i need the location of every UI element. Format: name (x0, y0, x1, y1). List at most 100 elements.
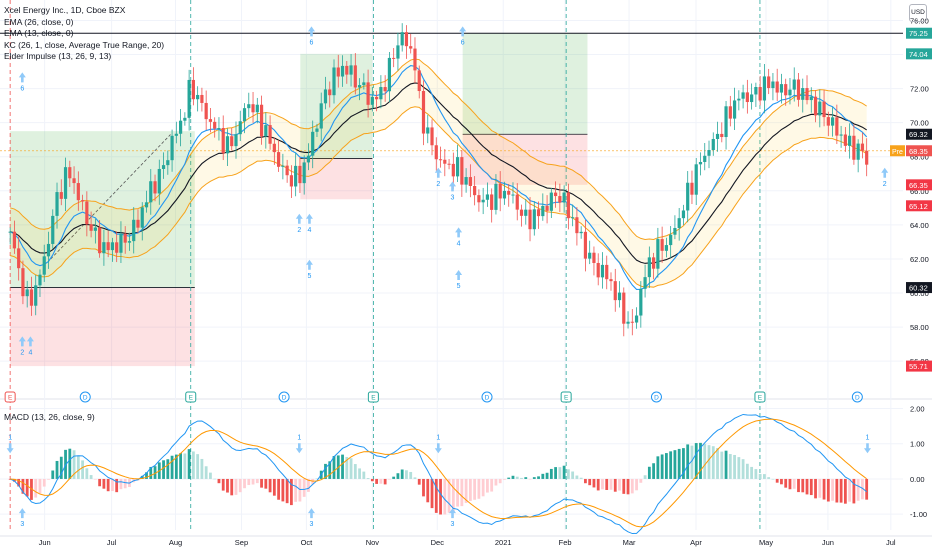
macd-histogram-bar (25, 478, 29, 497)
macd-histogram-bar (183, 453, 187, 479)
candle-body (196, 94, 200, 100)
legend-ema26[interactable]: EMA (26, close, 0) (4, 16, 74, 27)
candle-body (588, 252, 592, 259)
macd-histogram-bar (106, 478, 110, 492)
candle-body (400, 32, 404, 46)
signal-arrow-label: 4 (308, 227, 312, 234)
kc-fill (10, 59, 867, 288)
candle-body (409, 46, 413, 49)
time-axis[interactable]: Jun Jul Aug Sep Oct Nov Dec 2021 Feb Mar Apr May Jun… (39, 538, 896, 547)
macd-histogram-bar (750, 466, 754, 479)
price-badge-label: 68.35 (909, 147, 928, 156)
event-badge-label: E (8, 395, 13, 402)
macd-histogram-bar (848, 478, 852, 502)
macd-histogram-bar (822, 478, 826, 500)
macd-histogram-bar (115, 478, 119, 493)
candle-body (511, 194, 515, 196)
signal-arrow-icon (18, 508, 26, 519)
macd-histogram-bar (613, 478, 617, 492)
macd-histogram-bar (328, 461, 332, 479)
candle-body (315, 128, 319, 132)
candle-body (741, 92, 745, 99)
candle-body (404, 32, 409, 47)
signal-arrow-icon (881, 167, 889, 178)
macd-histogram-bar (545, 472, 549, 479)
candle-body (255, 104, 259, 113)
candle-body (379, 87, 383, 100)
candle-body (366, 82, 370, 105)
macd-histogram-bar (243, 478, 246, 489)
macd-histogram-bar (345, 456, 349, 479)
macd-histogram-bar (780, 478, 783, 485)
candle-body (686, 182, 690, 211)
chart-legend: Xcel Energy Inc., 1D, Cboe BZX EMA (26, … (4, 5, 164, 63)
time-tick-label: Jul (886, 538, 896, 547)
signal-arrow-icon (449, 181, 457, 192)
candle-body (21, 268, 25, 297)
candle-body (660, 239, 664, 251)
macd-histogram-bar (255, 478, 259, 484)
candle-body (63, 167, 68, 199)
macd-histogram-bar (42, 478, 46, 487)
candle-body (532, 209, 536, 230)
macd-histogram-bar (503, 478, 506, 480)
legend-kc[interactable]: KC (26, 1, close, Average True Range, 20… (4, 39, 165, 50)
macd-histogram-bar (754, 469, 758, 479)
legend-macd[interactable]: MACD (13, 26, close, 9) (4, 412, 95, 422)
price-axis[interactable]: 76.0074.0072.0070.0068.0066.0064.0062.00… (890, 16, 932, 519)
candle-body (737, 98, 741, 101)
price-badge-label: 69.32 (909, 130, 928, 139)
macd-histogram-bar (119, 478, 123, 490)
legend-ema13[interactable]: EMA (13, close, 0) (4, 28, 74, 38)
candle-body (575, 217, 579, 234)
currency-badge[interactable]: USD (909, 4, 927, 22)
macd-histogram-bar (843, 478, 847, 504)
macd-histogram-bar (315, 478, 319, 480)
candle-body (468, 177, 472, 186)
macd-panel[interactable] (8, 413, 869, 535)
macd-histogram-bar (174, 454, 178, 479)
signal-arrow-label: 3 (451, 194, 455, 201)
candle-body (502, 190, 507, 199)
candle-body (204, 102, 208, 120)
macd-histogram-bar (272, 478, 276, 496)
price-badge-label: 65.12 (909, 202, 928, 211)
candle-body (264, 125, 268, 137)
candle-body (166, 160, 170, 166)
macd-histogram-bar (456, 478, 459, 507)
legend-elder[interactable]: Elder Impulse (13, 26, 9, 13) (4, 51, 112, 61)
macd-histogram-bar (865, 478, 869, 500)
candle-body (161, 165, 166, 169)
macd-histogram-bar (281, 478, 285, 502)
candle-body (93, 227, 97, 231)
macd-histogram-bar (660, 454, 664, 479)
signal-arrow-label: 5 (308, 273, 312, 280)
macd-histogram-bar (584, 478, 587, 484)
legend-symbol[interactable]: Xcel Energy Inc., 1D, Cboe BZX (4, 5, 126, 15)
event-badge-label: E (371, 395, 376, 402)
macd-histogram-bar (609, 478, 613, 490)
macd-histogram-bar (541, 473, 545, 479)
candle-body (340, 65, 345, 77)
candle-body (153, 181, 157, 194)
candle-body (643, 277, 647, 289)
signal-arrow-label: 2 (297, 227, 301, 234)
macd-histogram-bar (55, 460, 59, 479)
candle-body (536, 209, 541, 217)
macd-histogram-bar (191, 451, 195, 479)
macd-histogram-bar (724, 450, 728, 479)
candle-body (55, 192, 59, 216)
candle-body (238, 121, 242, 135)
candles[interactable] (8, 23, 869, 337)
candle-body (664, 245, 668, 251)
candle-body (634, 315, 639, 323)
time-tick-label: Jun (822, 538, 834, 547)
candle-body (835, 117, 839, 136)
macd-histogram-bar (579, 477, 583, 479)
candle-body (85, 201, 89, 225)
candle-body (443, 159, 447, 164)
candle-body (426, 127, 430, 134)
macd-histogram-bar (664, 453, 668, 479)
candle-body (553, 192, 558, 197)
